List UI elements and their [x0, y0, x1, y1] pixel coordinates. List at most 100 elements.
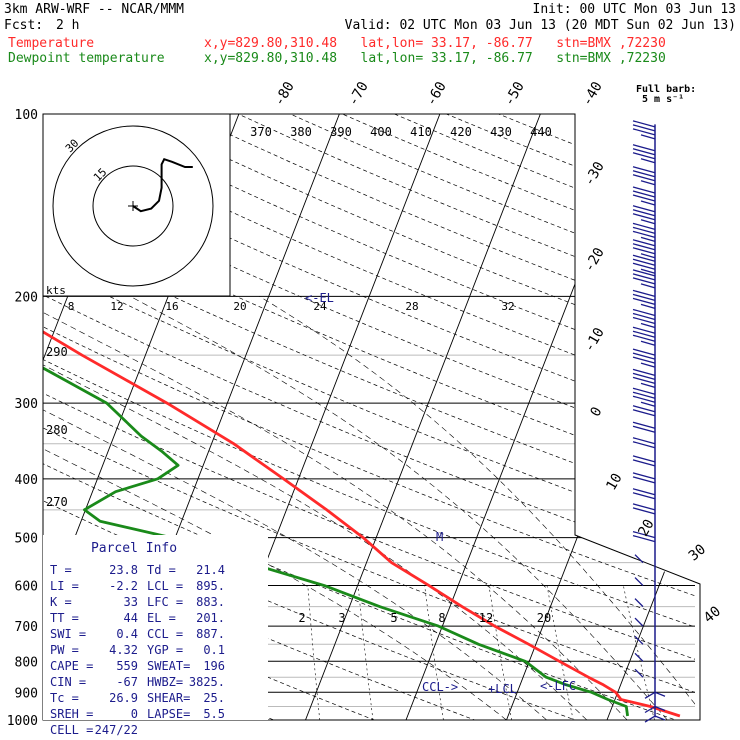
- parcel-info-key: CELL =: [50, 723, 93, 737]
- wind-barb-feather: [632, 441, 656, 449]
- wind-barb-feather: [640, 401, 656, 407]
- isotherm-label: 10: [603, 471, 625, 494]
- wind-barb-feather: [632, 421, 656, 429]
- parcel-info-title: Parcel Info: [91, 541, 177, 556]
- wind-barb-feather: [632, 425, 656, 433]
- parcel-info-value: 4.32: [109, 643, 138, 657]
- isotherm: [606, 114, 695, 720]
- lfc-marker: <-LFC: [540, 679, 576, 693]
- dry-adiabat: [43, 114, 695, 720]
- isotherm-label: -40: [579, 79, 606, 109]
- wind-barb-feather: [632, 488, 656, 496]
- mixing-ratio-label: 20: [537, 611, 551, 625]
- wind-barb: [632, 289, 656, 310]
- valid-time: Valid: 02 UTC Mon 03 Jun 13 (20 MDT Sun …: [344, 18, 736, 33]
- dry-adiabat: [498, 114, 695, 720]
- parcel-info-key: LI =: [50, 579, 79, 593]
- wind-barb-feather: [632, 405, 656, 413]
- parcel-info-value: 895.: [196, 579, 225, 593]
- wind-barb-feather: [632, 209, 656, 217]
- mixing-ratio-label: 5: [390, 611, 397, 625]
- wind-barb: [632, 239, 656, 259]
- parcel-info-key: LCL =: [147, 579, 183, 593]
- wind-barb-feather: [640, 253, 656, 259]
- wind-barb: [632, 421, 656, 433]
- wind-barb-feather: [632, 144, 656, 152]
- wind-barb-feather: [632, 205, 656, 213]
- parcel-info-key: SWI =: [50, 627, 86, 641]
- parcel-info-key: EL =: [147, 611, 176, 625]
- pressure-label: 800: [15, 655, 38, 670]
- parcel-info-value: 247/22: [95, 723, 138, 737]
- wind-barb-feather: [640, 134, 656, 140]
- wind-barb-feather: [634, 668, 644, 678]
- parcel-info-value: 0: [131, 707, 138, 721]
- moist-adiabat: [43, 296, 588, 720]
- wind-barb-feather: [632, 534, 656, 543]
- pressure-label: 600: [15, 580, 38, 595]
- dewpoint-legend-label: Dewpoint temperature: [8, 51, 165, 66]
- parcel-info-key: TT =: [50, 611, 79, 625]
- theta-label: 440: [530, 125, 552, 139]
- hodograph-panel: [42, 113, 231, 297]
- parcel-info-key: T =: [50, 563, 72, 577]
- isotherm-label: -10: [581, 325, 608, 355]
- dry-adiabat: [446, 114, 695, 720]
- wind-barb-feather: [632, 356, 656, 364]
- wind-barb-feather: [632, 254, 656, 262]
- wind-barb-feather: [632, 308, 656, 317]
- parcel-info-value: 21.4: [196, 563, 225, 577]
- pressure-label: 300: [15, 397, 38, 412]
- mixing-ratio-label: 3: [338, 611, 345, 625]
- wind-barb-feather: [632, 230, 656, 238]
- parcel-info-key: SREH =: [50, 707, 93, 721]
- theta-label: 390: [330, 125, 352, 139]
- wind-barb-feather: [632, 391, 656, 399]
- wind-barb-feather: [632, 326, 656, 334]
- wind-barb: [634, 598, 644, 608]
- wind-barb-feather: [632, 476, 656, 484]
- wind-barb: [634, 635, 644, 645]
- wind-barb-feather: [632, 297, 656, 306]
- wind-barb: [632, 530, 656, 543]
- pressure-label: 900: [15, 686, 38, 701]
- isotherm: [405, 114, 642, 720]
- parcel-info-key: CAPE =: [50, 659, 93, 673]
- theta-label: 380: [290, 125, 312, 139]
- isotherm-label: -50: [501, 79, 528, 109]
- wind-barb: [632, 308, 656, 329]
- wind-barb: [632, 186, 656, 206]
- wind-barb-feather: [634, 554, 644, 564]
- wind-barb-feather: [632, 395, 656, 403]
- parcel-info-key: CCL =: [147, 627, 183, 641]
- wind-barb-feather: [654, 691, 666, 697]
- dry-adiabat: [43, 114, 695, 720]
- wind-barb-feather: [632, 372, 656, 381]
- hodo-speed-tick: 20: [233, 300, 246, 313]
- wind-barb-feather: [632, 503, 656, 511]
- wind-barb: [632, 222, 656, 242]
- wind-barb-feather: [632, 258, 656, 266]
- wind-barb-feather: [632, 213, 656, 221]
- parcel-info-value: 196: [203, 659, 225, 673]
- wind-barb-feather: [632, 352, 656, 360]
- forecast-label: Fcst:: [4, 18, 44, 33]
- parcel-info-value: 883.: [196, 595, 225, 609]
- wind-barb-feather: [632, 273, 656, 281]
- el-marker: <-EL: [305, 291, 334, 305]
- wind-barb-feather: [634, 617, 644, 627]
- pressure-label: 400: [15, 473, 38, 488]
- wind-barb: [632, 144, 656, 164]
- wind-barb-feather: [632, 174, 656, 182]
- wind-barb: [632, 166, 656, 186]
- mixing-ratio-line: [546, 585, 574, 720]
- wind-barb-feather: [640, 219, 656, 225]
- parcel-info-key: CIN =: [50, 675, 86, 689]
- parcel-info-key: LFC =: [147, 595, 183, 609]
- wind-barb-feather: [632, 194, 656, 202]
- mixing-ratio-line: [424, 585, 444, 720]
- wind-barb: [632, 120, 656, 140]
- dry-adiabat: [43, 114, 695, 720]
- model-title: 3km ARW-WRF -- NCAR/MMM: [4, 2, 185, 17]
- pressure-label: 200: [15, 290, 38, 305]
